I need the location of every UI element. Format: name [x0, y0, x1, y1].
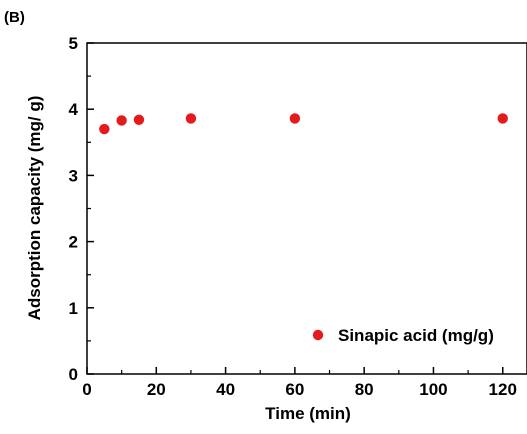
x-tick-label: 40: [216, 380, 235, 399]
panel-label: (B): [4, 9, 25, 26]
y-axis-title-group: Adsorption capacity (mg/ g): [25, 96, 44, 321]
points-layer: [99, 113, 508, 135]
x-axis-title: Time (min): [265, 404, 351, 423]
x-tick-label: 80: [355, 380, 374, 399]
y-axis-title: Adsorption capacity (mg/ g): [25, 96, 44, 321]
data-point: [99, 123, 110, 135]
legend: Sinapic acid (mg/g): [312, 326, 494, 345]
x-tick-label: 20: [147, 380, 166, 399]
legend-marker: [312, 329, 324, 341]
y-tick-label: 0: [69, 365, 78, 384]
x-tick-label: 100: [419, 380, 447, 399]
y-tick-label: 1: [69, 299, 78, 318]
ticks-layer: 0 20 40 60 80 100 120 0 1 2 3 4 5: [69, 34, 517, 399]
x-tick-label: 120: [489, 380, 517, 399]
y-tick-label: 3: [69, 166, 78, 185]
data-point: [497, 113, 508, 124]
y-tick-label: 4: [69, 100, 79, 119]
x-tick-label: 0: [82, 380, 91, 399]
data-point: [289, 113, 301, 124]
legend-label: Sinapic acid (mg/g): [338, 326, 494, 345]
x-tick-label: 60: [285, 380, 304, 399]
data-point: [185, 113, 197, 124]
data-point: [116, 115, 127, 126]
y-tick-label: 2: [69, 233, 78, 252]
y-tick-label: 5: [69, 34, 78, 53]
data-point: [133, 114, 145, 125]
plot-frame: [86, 42, 527, 375]
